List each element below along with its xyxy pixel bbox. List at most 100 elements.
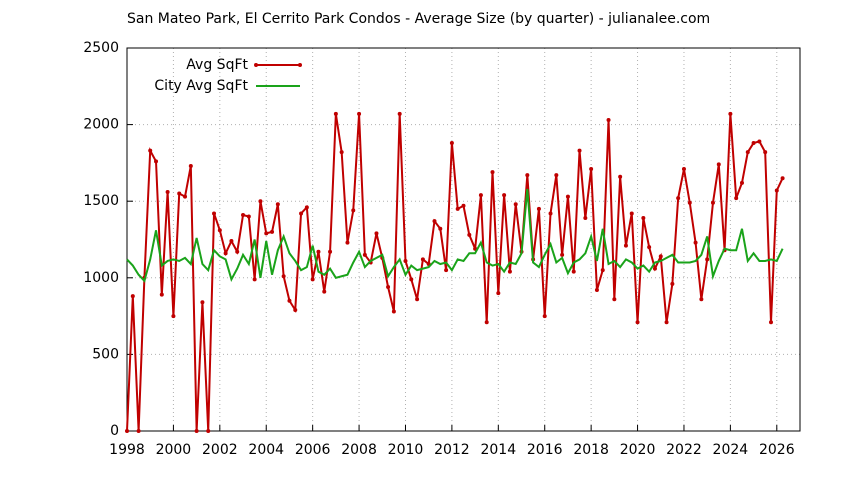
chart-title: San Mateo Park, El Cerrito Park Condos -… xyxy=(127,11,710,27)
data-point xyxy=(612,297,617,302)
data-point xyxy=(542,314,547,319)
data-point xyxy=(490,170,495,175)
data-point xyxy=(420,257,425,262)
data-point xyxy=(206,429,211,433)
data-point xyxy=(554,173,559,178)
data-point xyxy=(339,150,344,155)
x-tick-label: 2018 xyxy=(573,442,609,458)
data-point xyxy=(148,148,153,153)
data-point xyxy=(513,202,518,207)
data-point xyxy=(235,249,240,254)
data-point xyxy=(397,111,402,116)
x-tick-label: 2002 xyxy=(202,442,238,458)
data-point xyxy=(159,292,164,297)
data-point xyxy=(374,231,379,236)
data-point xyxy=(391,309,396,314)
data-point xyxy=(681,167,686,172)
legend-marker xyxy=(254,63,258,67)
x-tick-label: 2000 xyxy=(156,442,192,458)
data-point xyxy=(577,148,582,153)
data-point xyxy=(136,429,141,433)
data-point xyxy=(728,111,733,116)
data-point xyxy=(606,118,611,123)
data-point xyxy=(270,229,275,234)
data-point xyxy=(351,208,356,213)
data-point xyxy=(171,314,176,319)
data-point xyxy=(328,249,333,254)
data-point xyxy=(293,307,298,312)
data-point xyxy=(751,140,756,145)
data-point xyxy=(258,199,263,204)
data-point xyxy=(217,228,222,233)
data-point xyxy=(658,254,663,259)
data-point xyxy=(635,320,640,325)
data-point xyxy=(734,196,739,201)
legend-label: Avg SqFt xyxy=(186,57,248,73)
data-point xyxy=(241,212,246,217)
data-point xyxy=(565,194,570,199)
data-point xyxy=(154,159,159,164)
data-point xyxy=(757,139,762,144)
legend-label: City Avg SqFt xyxy=(154,78,248,94)
data-point xyxy=(316,249,321,254)
x-tick-label: 2022 xyxy=(666,442,702,458)
x-tick-label: 2008 xyxy=(341,442,377,458)
data-point xyxy=(623,243,628,248)
data-point xyxy=(449,140,454,145)
data-point xyxy=(444,268,449,273)
data-point xyxy=(264,231,269,236)
data-point xyxy=(322,289,327,294)
data-point xyxy=(716,162,721,167)
data-point xyxy=(345,240,350,245)
x-tick-label: 2026 xyxy=(759,442,795,458)
data-point xyxy=(125,429,129,433)
data-point xyxy=(252,277,257,282)
data-point xyxy=(763,150,768,155)
data-point xyxy=(699,297,704,302)
y-tick-label: 1000 xyxy=(83,270,119,286)
y-tick-label: 0 xyxy=(110,423,119,439)
data-point xyxy=(768,320,773,325)
data-point xyxy=(188,163,193,168)
data-point xyxy=(652,266,657,271)
y-tick-label: 500 xyxy=(92,346,119,362)
data-point xyxy=(304,205,309,210)
data-point xyxy=(287,298,292,303)
y-tick-label: 2500 xyxy=(83,40,119,56)
data-point xyxy=(647,245,652,250)
x-tick-label: 2024 xyxy=(713,442,749,458)
series-line xyxy=(126,188,784,283)
data-point xyxy=(496,291,501,296)
data-point xyxy=(130,294,135,299)
series-line xyxy=(126,113,784,432)
data-point xyxy=(502,193,507,198)
data-point xyxy=(403,258,408,263)
data-point xyxy=(507,269,512,274)
data-point xyxy=(246,214,251,219)
data-point xyxy=(194,429,199,433)
data-point xyxy=(165,190,170,195)
data-point xyxy=(618,174,623,179)
data-point xyxy=(676,196,681,201)
data-point xyxy=(571,269,576,274)
data-point xyxy=(432,219,437,224)
y-tick-label: 2000 xyxy=(83,117,119,133)
data-point xyxy=(780,176,785,181)
data-point xyxy=(357,111,362,116)
data-point xyxy=(299,211,304,216)
data-point xyxy=(362,252,367,257)
data-point xyxy=(409,277,414,282)
data-point xyxy=(177,191,182,196)
data-point xyxy=(461,203,466,208)
data-point xyxy=(705,257,710,262)
x-tick-label: 2010 xyxy=(388,442,424,458)
data-point xyxy=(310,277,315,282)
x-tick-label: 2006 xyxy=(295,442,331,458)
data-point xyxy=(223,251,228,256)
data-point xyxy=(664,320,669,325)
data-point xyxy=(183,194,188,199)
data-point xyxy=(415,297,420,302)
data-point xyxy=(548,211,553,216)
data-point xyxy=(281,274,286,279)
data-point xyxy=(745,150,750,155)
